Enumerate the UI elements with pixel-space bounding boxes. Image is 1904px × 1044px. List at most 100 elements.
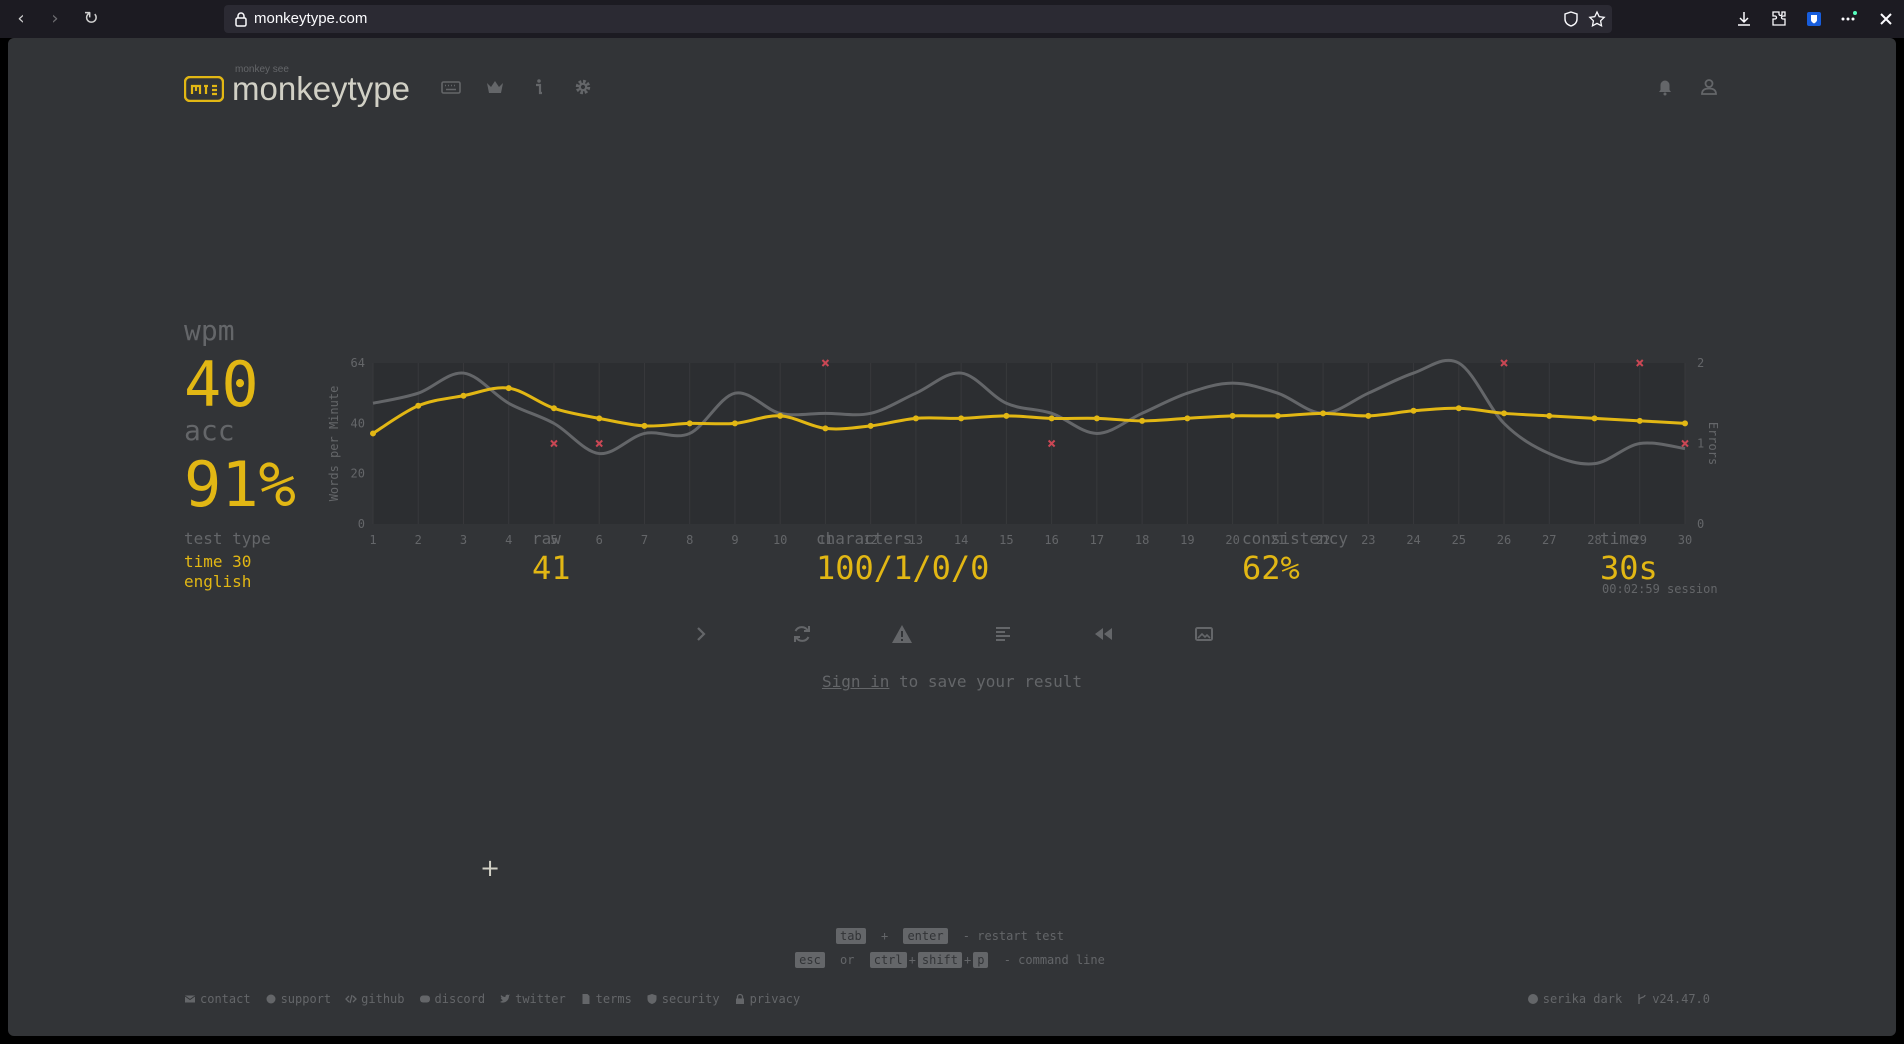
restart-hint-text: - restart test	[962, 929, 1064, 943]
sign-in-link[interactable]: Sign in	[821, 672, 890, 691]
or-text: or	[840, 953, 855, 967]
keyboard-icon[interactable]	[440, 76, 462, 98]
donate-icon	[266, 994, 276, 1004]
replay-icon[interactable]	[1091, 622, 1115, 646]
wpm-point	[460, 392, 467, 399]
footer-link-label: twitter	[515, 992, 566, 1006]
reload-button[interactable]: ↻	[78, 6, 104, 32]
test-type-language: english	[184, 572, 252, 591]
close-icon[interactable]	[1876, 9, 1896, 29]
more-icon[interactable]	[1838, 9, 1858, 29]
footer-security[interactable]: security	[646, 992, 720, 1006]
time-label: time	[1600, 529, 1639, 548]
x-tick-label: 7	[641, 533, 648, 547]
wpm-chart[interactable]: 1 2 3 4 5 6 7 8 9 10 11 12 13 14 15 16 17 18 19 20 21 22 23 24 2…	[318, 308, 1718, 558]
footer-privacy[interactable]: privacy	[734, 992, 800, 1006]
p-key: p	[973, 952, 989, 968]
footer-theme[interactable]: serika dark	[1527, 992, 1622, 1006]
plus-sign: +	[880, 929, 889, 943]
version-number: v24.47.0	[1652, 992, 1710, 1006]
logo-icon[interactable]	[184, 76, 224, 102]
warning-icon[interactable]	[890, 622, 914, 646]
raw-value: 41	[532, 549, 571, 587]
url-bar[interactable]: monkeytype.com	[224, 5, 1612, 33]
x-tick-label: 14	[954, 533, 968, 547]
test-type-mode: time 30	[184, 552, 252, 571]
save-result-note: Sign in to save your result	[8, 672, 1896, 691]
wpm-point	[1003, 412, 1010, 419]
wpm-point	[822, 425, 829, 432]
y-tick-label: 64	[351, 356, 365, 370]
info-icon[interactable]	[528, 76, 550, 98]
wpm-point	[1636, 417, 1643, 424]
bell-icon[interactable]	[1654, 76, 1676, 98]
wpm-point	[1546, 412, 1553, 419]
wpm-point	[1365, 412, 1372, 419]
y-axis-label: Words per Minute	[327, 386, 341, 502]
wpm-point	[1320, 410, 1327, 417]
word-history-icon[interactable]	[991, 622, 1015, 646]
shield-icon[interactable]	[1562, 10, 1580, 28]
x-tick-label: 15	[999, 533, 1013, 547]
mail-icon	[184, 995, 196, 1003]
x-tick-label: 20	[1225, 533, 1239, 547]
x-tick-label: 28	[1587, 533, 1601, 547]
wpm-point	[1274, 412, 1281, 419]
lock-icon	[235, 12, 247, 27]
error-point	[1047, 439, 1056, 448]
wpm-point	[1455, 405, 1462, 412]
footer-contact[interactable]: contact	[184, 992, 251, 1006]
series-line-wpm	[372, 386, 1686, 435]
theme-name: serika dark	[1542, 992, 1623, 1006]
screenshot-icon[interactable]	[1192, 622, 1216, 646]
logo-text[interactable]: monkeytype	[232, 70, 410, 107]
time-value: 30s	[1600, 549, 1658, 587]
save-note-text: to save your result	[889, 672, 1083, 691]
footer-link-label: contact	[200, 992, 251, 1006]
y-tick-label: 20	[351, 467, 365, 481]
wpm-value: 40	[184, 348, 259, 421]
enter-key: enter	[903, 928, 948, 944]
consistency-label: consistency	[1242, 529, 1348, 548]
x-tick-label: 22	[1316, 533, 1330, 547]
code-icon	[345, 994, 358, 1004]
error-point	[595, 439, 603, 448]
back-button[interactable]: ‹	[8, 6, 34, 32]
footer-discord[interactable]: discord	[419, 992, 485, 1006]
y2-axis-label: Errors	[1706, 422, 1718, 465]
restart-icon[interactable]	[790, 622, 814, 646]
y2-tick-label: 2	[1697, 356, 1704, 370]
x-tick-label: 1	[369, 533, 376, 547]
crown-icon[interactable]	[484, 76, 506, 98]
y-tick-label: 0	[358, 517, 365, 531]
star-icon[interactable]	[1588, 10, 1606, 28]
x-tick-label: 25	[1452, 533, 1466, 547]
footer-twitter[interactable]: twitter	[499, 992, 566, 1006]
extensions-icon[interactable]	[1769, 9, 1789, 29]
download-icon[interactable]	[1734, 9, 1754, 29]
gear-icon[interactable]	[572, 76, 594, 98]
esc-key: esc	[795, 952, 825, 968]
x-tick-label: 21	[1271, 533, 1285, 547]
footer-terms[interactable]: terms	[580, 992, 632, 1006]
footer-support[interactable]: support	[265, 992, 332, 1006]
footer-right: serika dark v24.47.0	[1527, 992, 1710, 1006]
footer-github[interactable]: github	[345, 992, 405, 1006]
error-point	[550, 439, 558, 448]
x-tick-label: 17	[1090, 533, 1104, 547]
error-point	[1636, 359, 1644, 367]
footer-link-label: support	[280, 992, 332, 1006]
file-icon	[582, 994, 590, 1004]
bitwarden-icon[interactable]	[1804, 9, 1824, 29]
shield-icon	[647, 994, 657, 1004]
wpm-point	[1093, 415, 1100, 422]
x-tick-label: 26	[1497, 533, 1511, 547]
user-icon[interactable]	[1698, 76, 1720, 98]
x-tick-label: 5	[550, 533, 557, 547]
next-test-icon[interactable]	[689, 622, 713, 646]
reload-icon: ↻	[83, 8, 99, 29]
test-type-label: test type	[184, 529, 271, 548]
forward-button[interactable]: ›	[42, 6, 68, 32]
footer-version[interactable]: v24.47.0	[1636, 992, 1710, 1006]
